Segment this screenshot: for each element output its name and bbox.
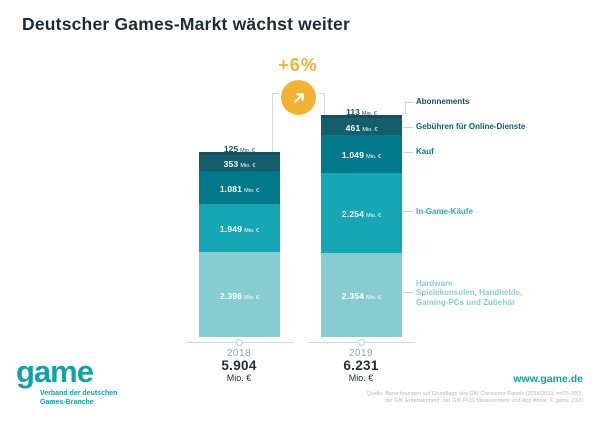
- total-unit-2018: Mio. €: [226, 373, 252, 383]
- legend-abonnements: Abonnements: [416, 97, 470, 106]
- leader-ingame: [403, 211, 413, 212]
- segment-abonnements-2019: [321, 115, 402, 118]
- value-number: 353: [223, 159, 239, 169]
- growth-percentage: +6%: [278, 55, 318, 75]
- logo-tagline: Verband der deutschen Games-Branche: [40, 390, 118, 406]
- value-abonnements-2019: 113 Mio. €: [321, 102, 402, 120]
- segment-kauf-2019: 1.049 Mio. €: [321, 135, 402, 173]
- value-abonnements-2018: 125 Mio. €: [199, 139, 280, 157]
- value-number: 461: [345, 122, 361, 133]
- value-number: 2.396: [219, 290, 243, 301]
- bracket-line-right: [324, 93, 325, 115]
- website-link[interactable]: www.game.de: [513, 373, 583, 385]
- legend-hardware: Hardware: [416, 279, 453, 288]
- value-unit: Mio. €: [244, 187, 260, 194]
- leader-hardware: [403, 292, 413, 293]
- value-unit: Mio. €: [244, 294, 260, 301]
- leader-abonnements-v: [405, 102, 406, 114]
- leader-abonnements-h: [405, 102, 414, 103]
- value-number: 1.049: [341, 150, 365, 160]
- leader-gebuehren: [403, 127, 413, 128]
- segment-ingame-2018: 1.949 Mio. €: [199, 204, 280, 252]
- value-number: 1.949: [219, 224, 243, 234]
- value-unit: Mio. €: [240, 148, 256, 154]
- segment-ingame-2019: 2.254 Mio. €: [321, 173, 402, 253]
- bar-2018: 353 Mio. € 1.081 Mio. € 1.949 Mio. € 2.396 M…: [199, 152, 280, 337]
- axis-marker-2018: [236, 339, 243, 346]
- category-label-2019: 2019: [348, 348, 374, 359]
- bar-2019: 461 Mio. € 1.049 Mio. € 2.254 Mio. € 2.354 M…: [321, 115, 402, 337]
- legend-kauf: Kauf: [416, 147, 434, 156]
- value-number: 113: [346, 107, 360, 117]
- segment-hardware-2018: 2.396 Mio. €: [199, 252, 280, 337]
- legend-ingame: In-Game-Käufe: [416, 207, 473, 216]
- value-unit: Mio. €: [362, 126, 378, 133]
- value-unit: Mio. €: [361, 111, 377, 117]
- value-number: 1.081: [219, 183, 243, 194]
- value-unit: Mio. €: [366, 295, 382, 301]
- category-label-2018: 2018: [226, 348, 252, 359]
- segment-abonnements-2018: [199, 152, 280, 155]
- value-unit: Mio. €: [366, 154, 382, 160]
- legend-hardware-sublabel: Spielekonsolen, Handhelds, Gaming-PCs un…: [416, 288, 523, 307]
- page-title: Deutscher Games-Markt wächst weiter: [22, 14, 350, 34]
- axis-marker-2019: [358, 339, 365, 346]
- segment-kauf-2018: 1.081 Mio. €: [199, 171, 280, 204]
- value-number: 2.354: [341, 291, 365, 301]
- arrow-up-right-icon: [291, 90, 307, 106]
- value-unit: Mio. €: [366, 213, 382, 219]
- value-number: 2.254: [341, 209, 365, 219]
- growth-badge: [281, 80, 316, 115]
- value-number: 125: [223, 144, 239, 154]
- segment-gebuehren-2018: 353 Mio. €: [199, 155, 280, 171]
- source-note: Quelle: Berechnungen auf Grundlage des G…: [366, 391, 583, 404]
- total-unit-2019: Mio. €: [348, 373, 374, 383]
- leader-kauf: [403, 152, 413, 153]
- value-unit: Mio. €: [244, 228, 260, 234]
- bracket-line-left: [272, 93, 273, 152]
- total-2018: 5.904: [221, 358, 257, 373]
- game-logo: game: [16, 354, 94, 389]
- value-unit: Mio. €: [240, 163, 256, 169]
- legend-gebuehren: Gebühren für Online-Dienste: [416, 122, 526, 131]
- segment-hardware-2019: 2.354 Mio. €: [321, 253, 402, 337]
- total-2019: 6.231: [343, 358, 379, 373]
- segment-gebuehren-2019: 461 Mio. €: [321, 118, 402, 135]
